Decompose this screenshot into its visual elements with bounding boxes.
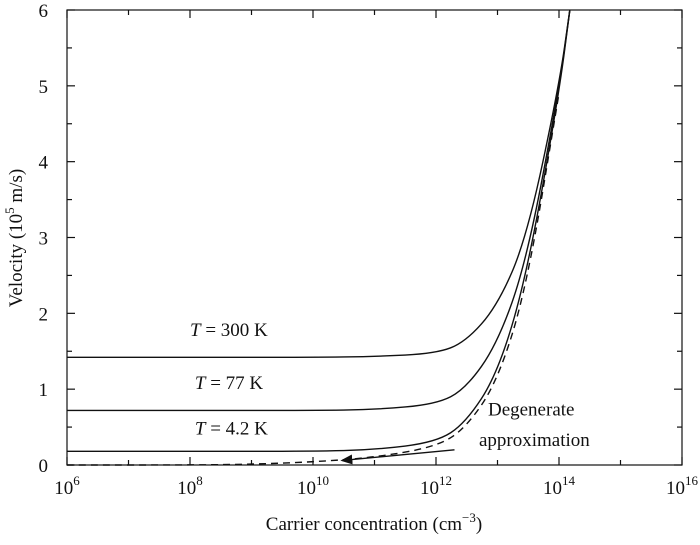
annotation-label: T = 4.2 K xyxy=(195,419,268,440)
plot-frame xyxy=(66,9,683,466)
series-layer xyxy=(67,9,571,466)
y-tick-label: 4 xyxy=(39,153,49,174)
annotation-label: Degenerate xyxy=(488,400,574,421)
y-tick-label: 0 xyxy=(39,456,49,477)
x-tick-labels: 106 108 1010 1012 1014 1016 xyxy=(54,473,698,499)
x-tick-label: 108 xyxy=(177,473,203,499)
x-tick-label: 1016 xyxy=(666,473,699,499)
annotation-label: T = 300 K xyxy=(190,320,268,341)
x-tick-label: 1014 xyxy=(543,473,576,499)
annotation-label: T = 77 K xyxy=(195,373,264,394)
y-tick-label: 2 xyxy=(39,304,49,325)
series-line-t-77-k xyxy=(67,9,571,412)
y-tick-label: 5 xyxy=(39,77,49,98)
x-tick-label: 1010 xyxy=(297,473,329,499)
annotation-arrow xyxy=(340,449,455,465)
annotation-layer: T = 300 K T = 77 K T = 4.2 K Degenerate appr… xyxy=(190,320,590,465)
x-tick-label: 106 xyxy=(54,473,80,499)
y-tick-labels: 0 1 2 3 4 5 6 xyxy=(39,1,49,477)
x-tick-label: 1012 xyxy=(420,473,452,499)
series-line-t-4-2-k xyxy=(67,9,571,453)
y-tick-label: 6 xyxy=(39,1,49,22)
y-tick-label: 3 xyxy=(39,229,49,250)
y-axis-title: Velocity (105 m/s) xyxy=(2,169,27,307)
annotation-label: approximation xyxy=(479,430,590,451)
series-line-degenerate-approximation xyxy=(67,93,560,466)
y-tick-label: 1 xyxy=(39,380,49,401)
series-line-t-300-k xyxy=(67,9,571,359)
axis-ticks xyxy=(66,9,683,466)
x-axis-title: Carrier concentration (cm−3) xyxy=(266,510,482,535)
